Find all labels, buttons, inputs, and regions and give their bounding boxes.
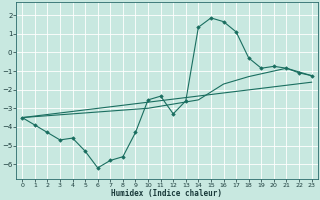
X-axis label: Humidex (Indice chaleur): Humidex (Indice chaleur): [111, 189, 222, 198]
